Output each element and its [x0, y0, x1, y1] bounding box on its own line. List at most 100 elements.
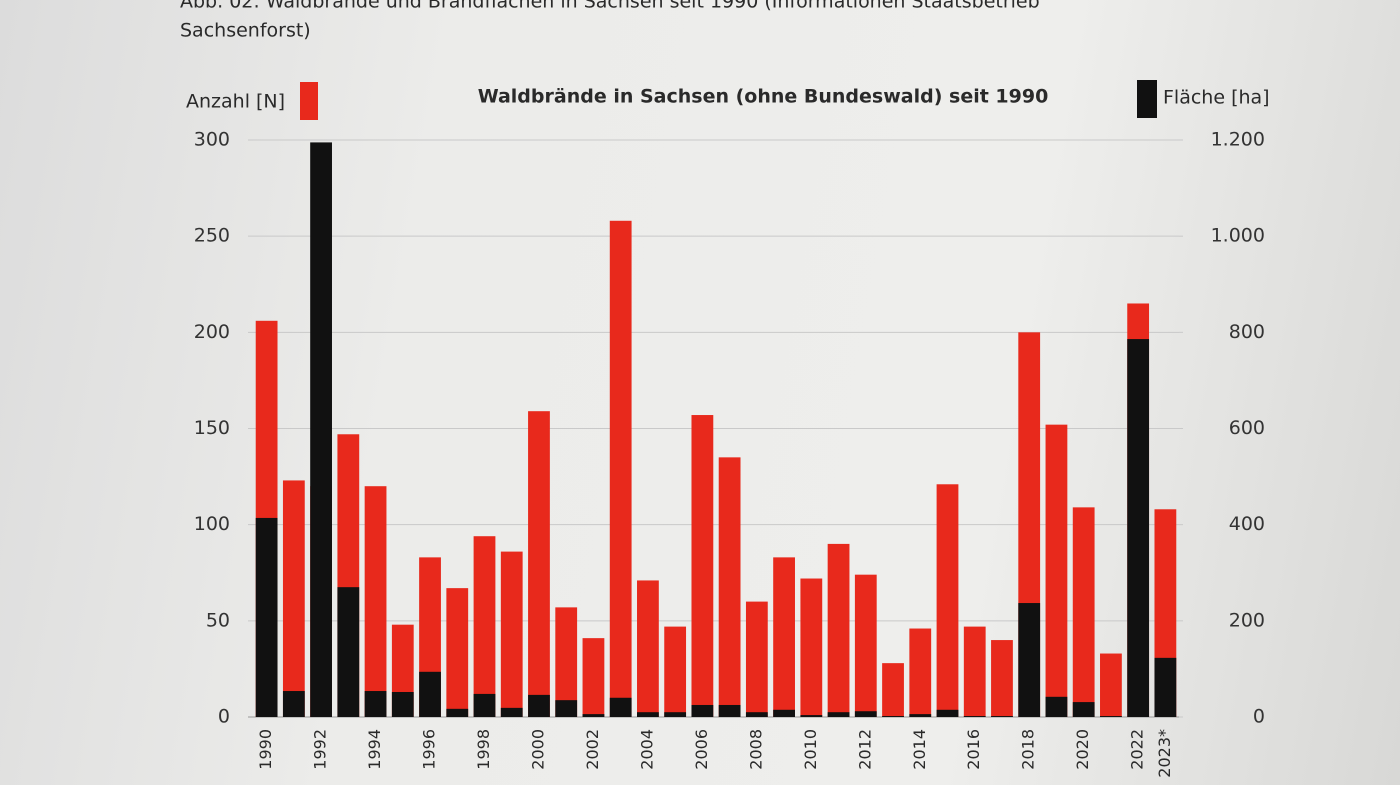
- bar: [609, 697, 632, 717]
- bar: [555, 700, 578, 717]
- y-tick-label: 150: [194, 417, 230, 439]
- bar: [991, 716, 1013, 717]
- bar: [1072, 507, 1095, 717]
- bar: [963, 626, 986, 717]
- x-tick-label: 2018: [1019, 729, 1038, 770]
- bar: [1154, 657, 1177, 717]
- bar: [1127, 339, 1150, 717]
- x-tick-label: 2023*: [1155, 729, 1174, 778]
- bar: [609, 220, 632, 717]
- bar: [500, 551, 523, 717]
- x-tick-label: 2006: [692, 729, 711, 770]
- bar: [473, 536, 496, 717]
- bar: [991, 640, 1013, 717]
- y2-tick-label: 400: [1229, 513, 1265, 535]
- bar: [337, 587, 360, 717]
- bar: [827, 543, 850, 717]
- bar: [582, 638, 605, 717]
- bar: [1018, 603, 1041, 717]
- x-tick-label: 1998: [474, 729, 493, 770]
- bar: [391, 691, 414, 717]
- y-tick-label: 250: [194, 225, 230, 247]
- bar: [1045, 696, 1068, 717]
- y2-tick-label: 1.000: [1211, 225, 1265, 247]
- bar: [909, 714, 932, 717]
- bar: [936, 709, 959, 717]
- bar: [310, 142, 332, 717]
- bar: [364, 691, 387, 717]
- y-tick-label: 0: [218, 706, 230, 728]
- bar: [963, 716, 986, 717]
- y2-tick-label: 200: [1229, 609, 1265, 631]
- y2-tick-label: 600: [1229, 417, 1265, 439]
- y2-tick-label: 0: [1253, 706, 1265, 728]
- bar: [282, 691, 305, 717]
- bar: [637, 580, 659, 717]
- x-tick-label: 2008: [746, 729, 765, 770]
- bar: [419, 671, 441, 717]
- y2-tick-label: 800: [1229, 321, 1265, 343]
- bar: [691, 415, 714, 717]
- bar: [745, 601, 768, 717]
- y-tick-label: 50: [206, 609, 230, 631]
- x-tick-label: 2002: [583, 729, 602, 770]
- bar: [1045, 424, 1068, 717]
- bar: [282, 480, 305, 717]
- bar: [718, 457, 741, 717]
- bar: [773, 709, 795, 717]
- x-tick-label: 2020: [1073, 729, 1092, 770]
- bar: [854, 574, 877, 717]
- bar: [473, 693, 496, 717]
- bar: [255, 517, 278, 717]
- x-tick-label: 1994: [365, 729, 384, 770]
- legend-label: Fläche [ha]: [1163, 87, 1270, 109]
- bar: [582, 714, 605, 717]
- x-tick-label: 2014: [910, 729, 929, 770]
- bar: [745, 712, 768, 717]
- chart-title: Waldbrände in Sachsen (ohne Bundeswald) …: [478, 86, 1049, 108]
- bar: [854, 711, 877, 717]
- x-tick-label: 2016: [964, 729, 983, 770]
- y-tick-label: 100: [194, 513, 230, 535]
- bar: [909, 628, 932, 717]
- bar: [528, 411, 550, 717]
- x-tick-label: 2022: [1128, 729, 1147, 770]
- y2-tick-label: 1.200: [1211, 129, 1265, 151]
- bar: [528, 694, 550, 717]
- bar: [500, 707, 523, 717]
- x-tick-label: 2012: [855, 729, 874, 770]
- bar: [1100, 716, 1122, 717]
- x-tick-label: 1990: [256, 729, 275, 770]
- x-tick-label: 1996: [420, 729, 439, 770]
- bar: [800, 715, 823, 717]
- bar: [718, 704, 741, 717]
- legend-label: Anzahl [N]: [186, 91, 285, 113]
- x-tick-label: 1992: [311, 729, 330, 770]
- x-tick-label: 2010: [801, 729, 820, 770]
- bar: [827, 712, 850, 717]
- bar: [1100, 653, 1122, 717]
- legend-swatch: [300, 82, 318, 120]
- bar: [446, 588, 469, 717]
- bar: [1072, 702, 1095, 717]
- bar: [773, 557, 795, 717]
- bar: [936, 484, 959, 717]
- bar: [691, 704, 714, 717]
- bar: [637, 712, 659, 717]
- bar: [882, 716, 904, 717]
- caption: Abb. 02: Waldbrände und Brandflächen in …: [180, 0, 1040, 13]
- legend-swatch: [1137, 80, 1157, 118]
- x-tick-label: 2000: [528, 729, 547, 770]
- y-tick-label: 200: [194, 321, 230, 343]
- bar: [800, 578, 823, 717]
- bar: [882, 663, 904, 717]
- x-tick-label: 2004: [637, 729, 656, 770]
- bar: [664, 626, 687, 717]
- y-tick-label: 300: [194, 129, 230, 151]
- bar: [364, 486, 387, 717]
- bar: [446, 708, 469, 717]
- bar: [664, 712, 687, 717]
- caption: Sachsenforst): [180, 20, 311, 42]
- bar: [555, 607, 578, 717]
